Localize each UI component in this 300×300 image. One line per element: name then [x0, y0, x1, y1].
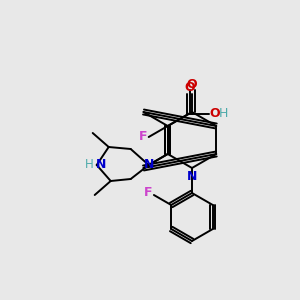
- Text: F: F: [144, 187, 152, 200]
- Text: N: N: [187, 169, 197, 182]
- Text: H: H: [219, 107, 228, 120]
- Text: O: O: [209, 107, 220, 120]
- Text: F: F: [138, 130, 147, 143]
- Text: H: H: [85, 158, 94, 172]
- Text: O: O: [187, 77, 197, 91]
- Text: N: N: [143, 158, 154, 172]
- Text: O: O: [184, 81, 195, 94]
- Text: N: N: [95, 158, 106, 172]
